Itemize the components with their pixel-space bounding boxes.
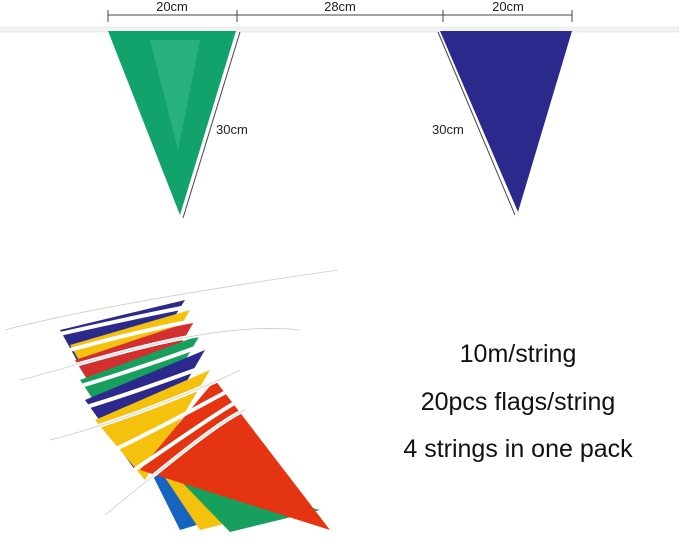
dimension-label: 30cm [432,122,464,137]
dimension-label: 28cm [324,0,356,14]
blue-flag [440,31,572,212]
string [0,26,679,33]
feature-text: 20pcs flags/string [421,388,616,416]
feature-text: 10m/string [460,340,577,368]
dimension-label: 20cm [492,0,524,14]
bunting-bundle [4,268,339,532]
flag-sheen [150,40,200,150]
dimension-label: 20cm [156,0,188,14]
dimension-lines [107,10,573,219]
dimension-label: 30cm [216,122,248,137]
feature-text: 4 strings in one pack [403,435,633,463]
